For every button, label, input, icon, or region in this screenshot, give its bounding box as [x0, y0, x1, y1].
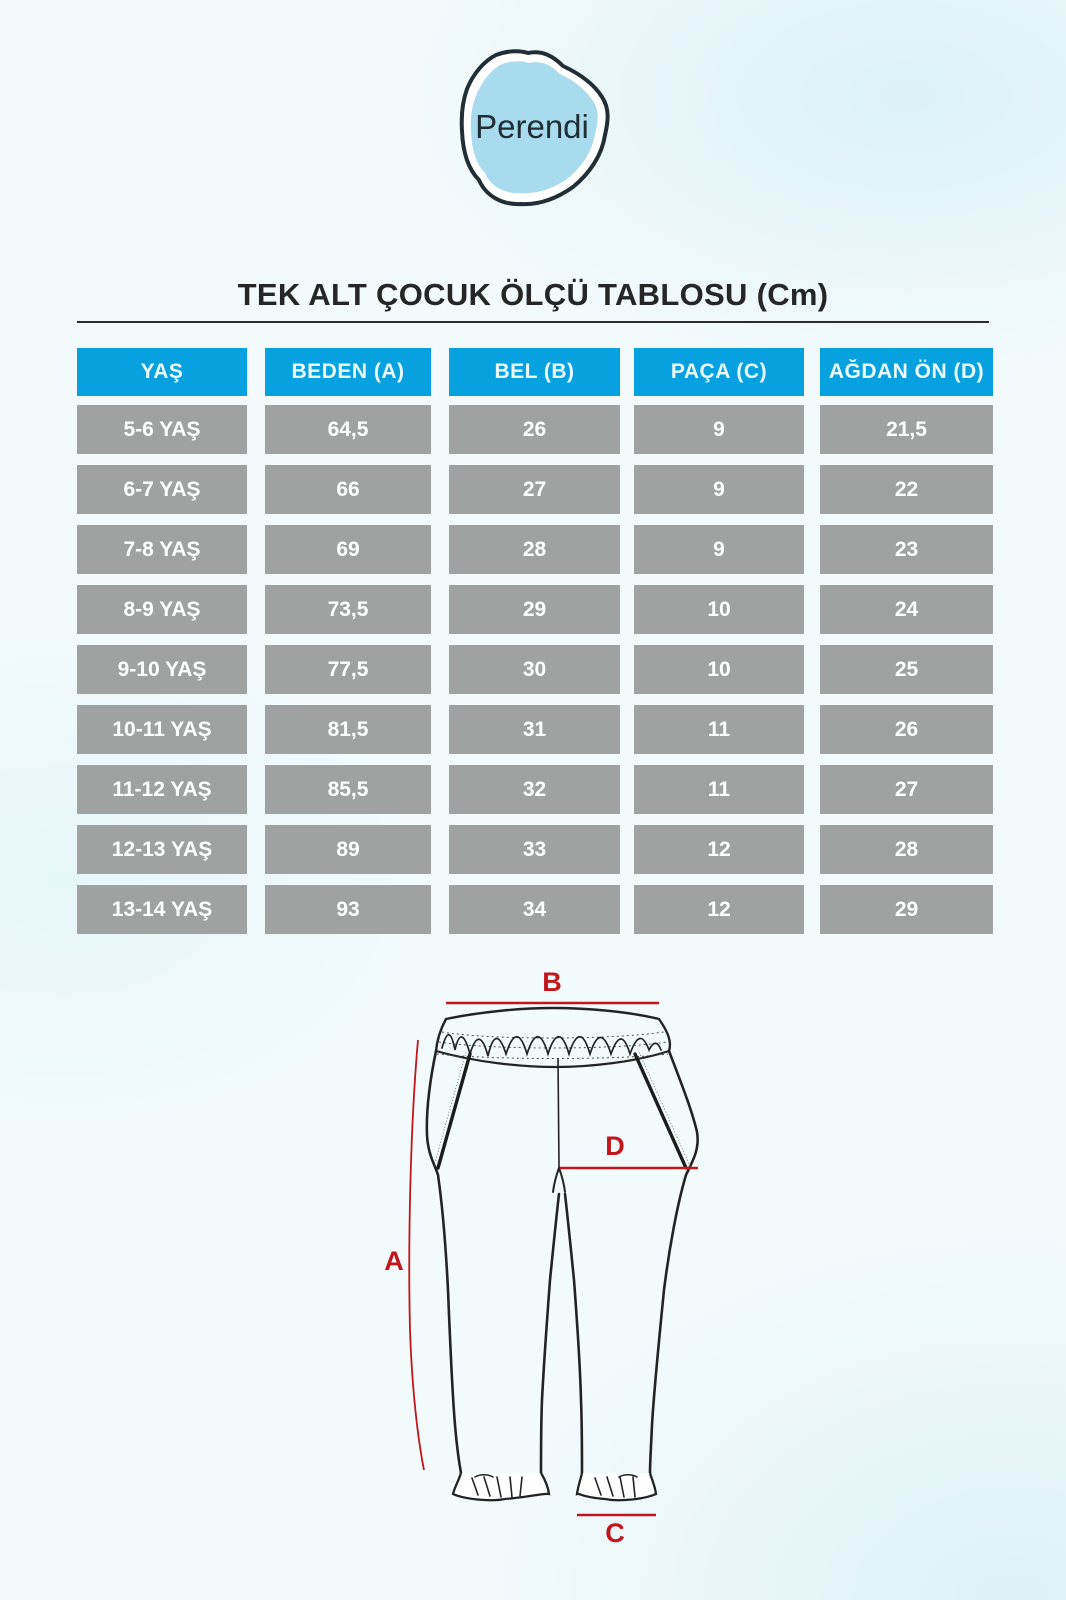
svg-text:A: A	[384, 1246, 404, 1276]
svg-text:D: D	[605, 1131, 625, 1161]
svg-text:B: B	[542, 967, 562, 997]
svg-text:Perendi: Perendi	[475, 108, 589, 145]
svg-text:C: C	[605, 1518, 625, 1548]
